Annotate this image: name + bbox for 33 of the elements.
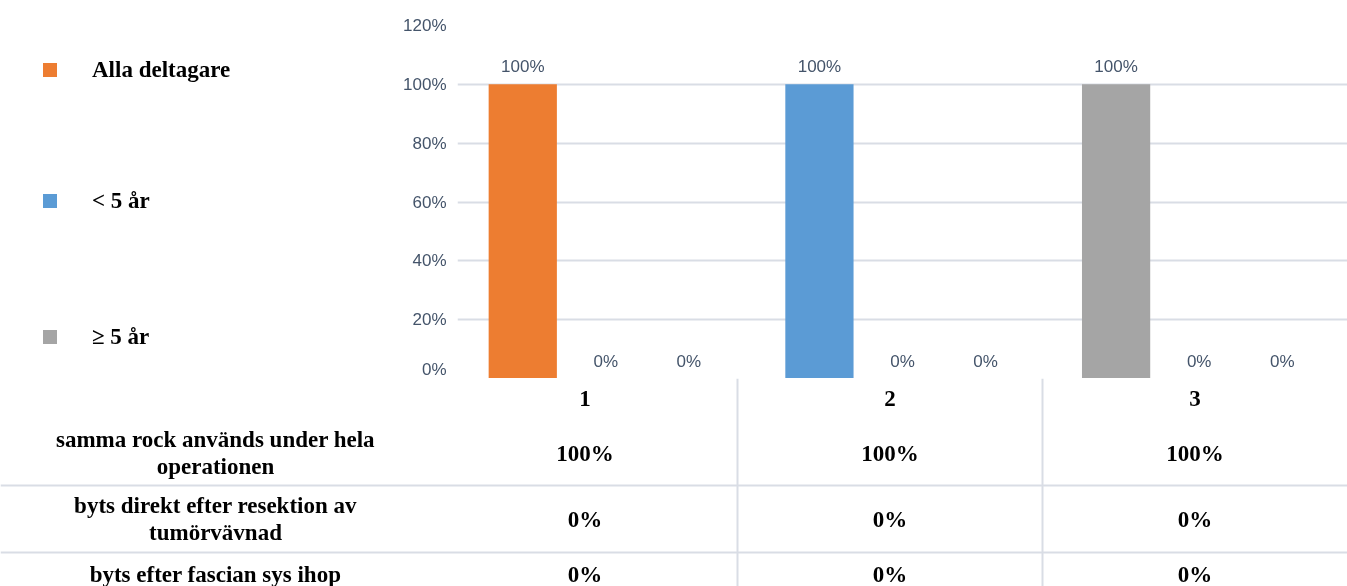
data-label: 0%: [1177, 562, 1213, 586]
text: 0%: [890, 351, 915, 371]
x-tick-label: 1: [579, 386, 591, 411]
text: 100%: [797, 57, 842, 77]
x-tick-label: 3: [1189, 386, 1201, 411]
text: 0%: [1186, 351, 1212, 371]
text: 0%: [973, 351, 998, 371]
text: byts direkt efter resektion av tumörvävnad: [74, 492, 357, 546]
y-tick-label: 20%: [412, 310, 447, 330]
data-label: 0%: [1177, 506, 1213, 532]
y-tick-label: 80%: [412, 133, 447, 153]
text: 0%: [676, 351, 702, 371]
y-tick-label: 120%: [403, 16, 447, 35]
y-tick-label: 100%: [403, 74, 447, 94]
data-label: 0%: [872, 562, 908, 586]
text: 0%: [1269, 351, 1295, 371]
text: 100%: [501, 57, 545, 77]
data-label: 0%: [872, 506, 908, 532]
data-label: 0%: [567, 562, 603, 586]
y-tick-label: 0%: [421, 359, 447, 379]
text: 0%: [593, 351, 619, 371]
text: < 5 år: [92, 187, 150, 215]
text: 100%: [1094, 57, 1138, 77]
text: Alla deltagare: [92, 56, 231, 84]
data-label: 100%: [861, 440, 919, 466]
data-label: 0%: [567, 506, 603, 532]
data-label: 100%: [556, 440, 614, 466]
x-tick-label: 2: [884, 386, 896, 411]
y-tick-label: 40%: [412, 251, 447, 271]
data-label: 100%: [1166, 440, 1224, 466]
text: ≥ 5 år: [92, 323, 150, 351]
text: samma rock används under hela operationen: [55, 426, 376, 480]
y-tick-label: 60%: [412, 192, 447, 212]
